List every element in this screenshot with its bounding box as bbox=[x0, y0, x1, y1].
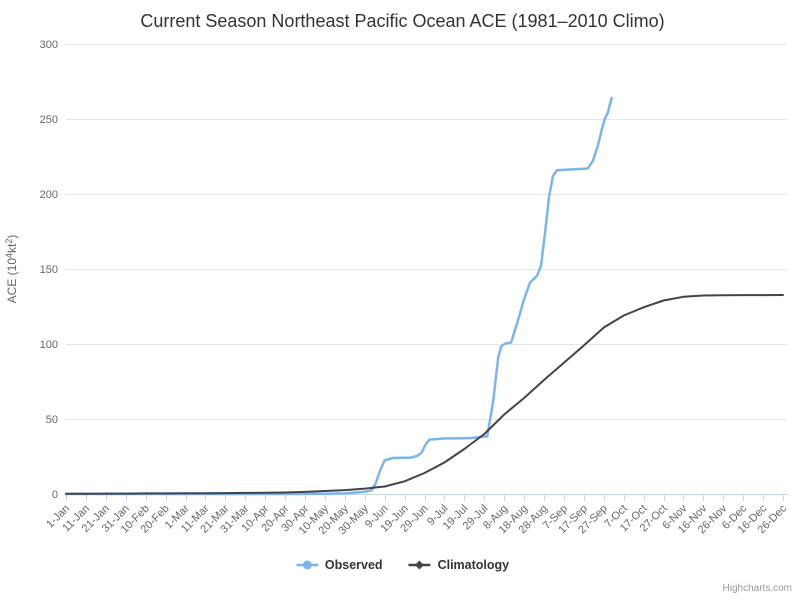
climatology-series-line[interactable] bbox=[65, 294, 784, 495]
y-axis-label: 150 bbox=[40, 264, 58, 276]
legend-label: Climatology bbox=[437, 558, 510, 572]
chart-title: Current Season Northeast Pacific Ocean A… bbox=[140, 11, 665, 31]
circle-legend-marker-icon bbox=[295, 560, 318, 570]
y-axis-label: 250 bbox=[40, 114, 58, 126]
legend: Observed Climatology bbox=[295, 558, 510, 572]
observed-series-line[interactable] bbox=[64, 96, 613, 496]
y-axis-label: 100 bbox=[40, 339, 58, 351]
legend-label: Observed bbox=[324, 558, 383, 572]
diamond-legend-marker-icon bbox=[408, 560, 431, 570]
legend-item-observed[interactable]: Observed bbox=[295, 558, 383, 572]
legend-item-climatology[interactable]: Climatology bbox=[408, 558, 510, 572]
y-axis-title: ACE (104kt2) bbox=[4, 235, 19, 304]
y-axis-label: 200 bbox=[40, 189, 58, 201]
y-axis-label: 300 bbox=[40, 39, 58, 51]
y-axis-label: 0 bbox=[52, 489, 58, 501]
y-axis-label: 50 bbox=[46, 414, 58, 426]
highcharts-credit[interactable]: Highcharts.com bbox=[722, 583, 792, 594]
